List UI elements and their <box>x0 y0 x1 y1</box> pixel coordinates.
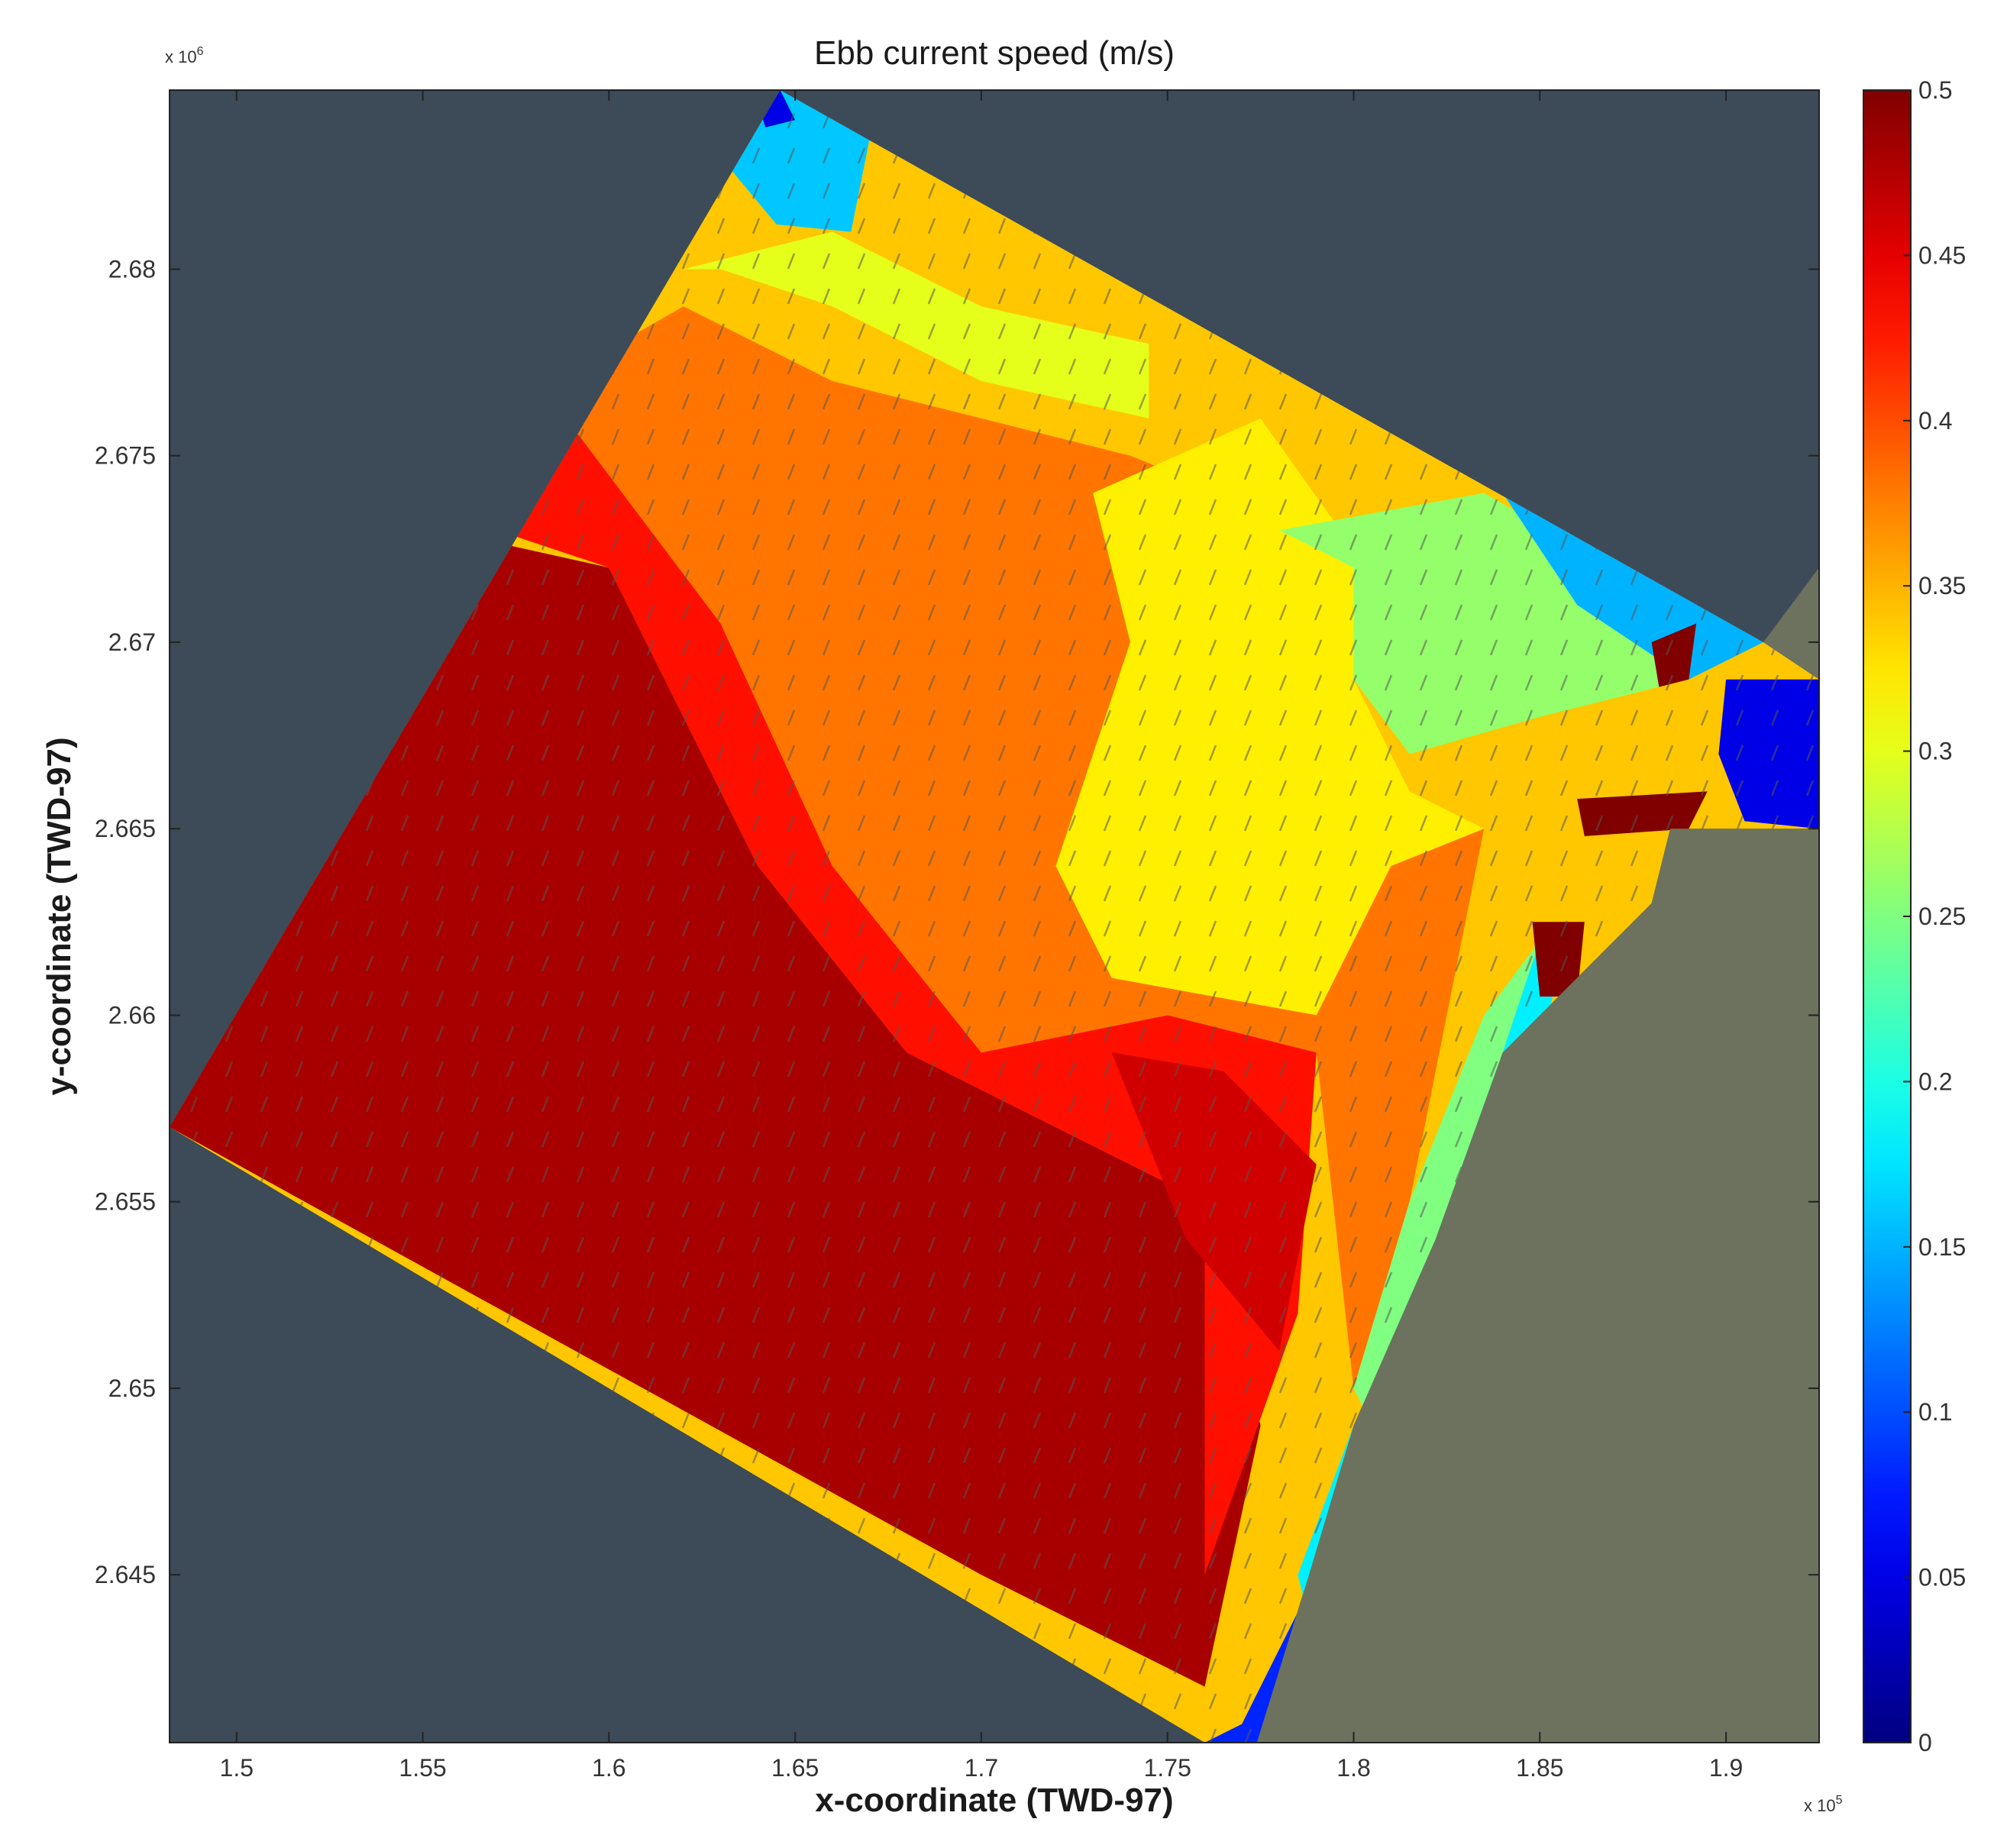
x-tick-label-5: 1.7 <box>965 1754 998 1782</box>
y-tick-label-6: 2.67 <box>108 628 156 656</box>
colorbar-tick-label-7: 0.3 <box>1918 738 1952 765</box>
x-tick-label-1: 1.5 <box>220 1754 254 1782</box>
x-tick-label-3: 1.6 <box>592 1754 625 1782</box>
chart-title: Ebb current speed (m/s) <box>814 34 1175 72</box>
colorbar-tick-label-3: 0.1 <box>1918 1398 1952 1426</box>
colorbar-tick-label-4: 0.15 <box>1918 1233 1966 1261</box>
y-tick-label-1: 2.645 <box>95 1561 156 1588</box>
x-tick-label-8: 1.85 <box>1516 1754 1563 1782</box>
colorbar-tick-label-8: 0.35 <box>1918 572 1966 599</box>
colorbar-tick-label-10: 0.45 <box>1918 241 1966 269</box>
x-axis-ticks: 1.5 1.55 1.6 1.65 1.7 1.75 1.8 1.85 1.9 <box>220 90 1743 1782</box>
y-axis-multiplier: x 106 <box>165 45 204 66</box>
plot-area <box>169 89 1820 1743</box>
x-tick-label-2: 1.55 <box>399 1754 446 1782</box>
colorbar-tick-label-6: 0.25 <box>1918 903 1966 930</box>
colorbar-tick-label-9: 0.4 <box>1918 407 1952 435</box>
y-tick-label-5: 2.665 <box>95 815 156 842</box>
x-tick-label-7: 1.8 <box>1336 1754 1370 1782</box>
x-axis-multiplier: x 105 <box>1804 1794 1843 1815</box>
colorbar-scale <box>1863 89 1912 1743</box>
plot-frame <box>169 89 1820 1743</box>
colorbar-tick-label-1: 0 <box>1918 1729 1932 1756</box>
x-tick-label-9: 1.9 <box>1709 1754 1743 1782</box>
colorbar: 0 0.05 0.1 0.15 0.2 0.25 0.3 0.35 0.4 0.45 0.5 <box>1863 76 1966 1756</box>
colorbar-ticks: 0 0.05 0.1 0.15 0.2 0.25 0.3 0.35 0.4 0.45 0.5 <box>1903 76 1966 1756</box>
y-axis-ticks: 2.645 2.65 2.655 2.66 2.665 2.67 2.675 2.68 <box>95 255 1819 1588</box>
colorbar-tick-label-2: 0.05 <box>1918 1564 1966 1591</box>
x-tick-label-4: 1.65 <box>771 1754 819 1782</box>
x-tick-label-6: 1.75 <box>1144 1754 1191 1782</box>
colorbar-tick-label-11: 0.5 <box>1918 76 1952 104</box>
satellite-land-background <box>1256 567 1819 1743</box>
colorbar-tick-label-5: 0.2 <box>1918 1068 1952 1095</box>
y-tick-label-8: 2.68 <box>108 255 156 283</box>
y-tick-label-3: 2.655 <box>95 1188 156 1216</box>
y-axis-label: y-coordinate (TWD-97) <box>40 737 78 1095</box>
y-tick-label-7: 2.675 <box>95 442 156 470</box>
y-tick-label-4: 2.66 <box>108 1001 156 1029</box>
y-tick-label-2: 2.65 <box>108 1375 156 1402</box>
x-axis-label: x-coordinate (TWD-97) <box>815 1782 1173 1819</box>
